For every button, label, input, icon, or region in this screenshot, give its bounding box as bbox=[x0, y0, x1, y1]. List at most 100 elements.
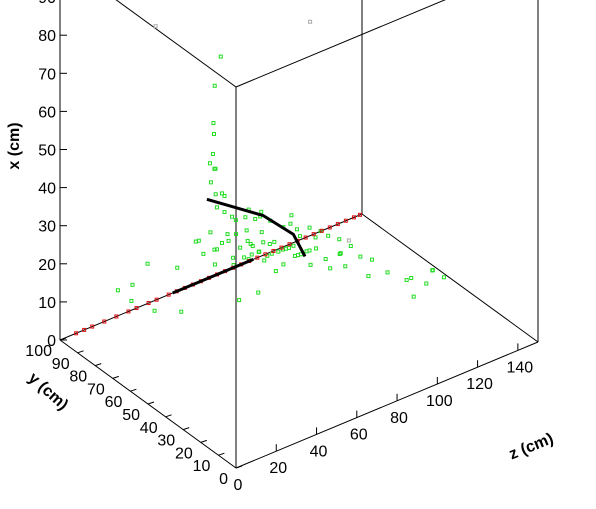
scatter-point bbox=[212, 247, 217, 252]
scatter-point bbox=[193, 239, 198, 244]
scatter-point bbox=[213, 192, 218, 197]
x-axis-title: x (cm) bbox=[6, 122, 23, 169]
scatter-point bbox=[253, 216, 258, 221]
scatter-point bbox=[262, 258, 267, 263]
scatter-point bbox=[276, 249, 281, 254]
scatter-point bbox=[126, 309, 131, 314]
scatter-point bbox=[231, 255, 236, 260]
scatter-point bbox=[166, 292, 171, 297]
scatter-point bbox=[146, 301, 151, 306]
data-points bbox=[74, 19, 446, 336]
scatter-point bbox=[225, 232, 230, 237]
y-tick bbox=[165, 414, 172, 418]
box-edge bbox=[361, 213, 539, 343]
scatter-point bbox=[222, 193, 227, 198]
scatter-point bbox=[430, 268, 435, 273]
scatter-point bbox=[311, 232, 316, 237]
scatter-point bbox=[152, 308, 157, 313]
track-lines bbox=[172, 197, 307, 295]
scatter-point bbox=[179, 309, 184, 314]
y-tick bbox=[235, 465, 243, 469]
y-tick bbox=[147, 401, 155, 405]
scatter-point bbox=[273, 269, 278, 274]
scatter-point bbox=[220, 240, 224, 245]
scatter-point bbox=[319, 228, 324, 233]
scatter-point bbox=[154, 297, 159, 302]
scatter-point bbox=[212, 166, 217, 171]
scatter-point bbox=[130, 282, 135, 287]
scatter-point bbox=[250, 244, 255, 249]
scatter-point bbox=[307, 225, 312, 230]
scatter-point bbox=[230, 214, 235, 219]
scatter-point bbox=[115, 288, 120, 293]
scatter-point bbox=[82, 327, 87, 332]
z-tick-label: 100 bbox=[426, 393, 453, 410]
scatter-point bbox=[261, 240, 266, 245]
scatter-point bbox=[337, 237, 342, 242]
axis-ticks bbox=[59, 34, 519, 469]
track-line bbox=[172, 258, 254, 295]
y-tick bbox=[200, 439, 207, 443]
scatter-point bbox=[328, 266, 333, 271]
x-tick-label: 80 bbox=[38, 28, 56, 45]
scatter-point bbox=[259, 209, 264, 214]
x-tick-label: 10 bbox=[38, 295, 56, 312]
x-tick-label: 60 bbox=[38, 104, 56, 121]
scatter-point bbox=[212, 83, 217, 88]
scatter-point bbox=[226, 238, 231, 243]
x-tick-label: 70 bbox=[38, 66, 56, 83]
y-tick-label: 0 bbox=[219, 471, 228, 488]
scatter-point bbox=[294, 227, 299, 232]
y-tick bbox=[218, 452, 225, 456]
scatter-point bbox=[243, 215, 248, 220]
scatter-point bbox=[214, 205, 219, 210]
scatter-point bbox=[175, 265, 180, 270]
scatter-point bbox=[287, 242, 292, 247]
scatter-point bbox=[346, 238, 351, 243]
scatter-point bbox=[409, 275, 414, 280]
scatter-point bbox=[220, 191, 224, 196]
y-tick-label: 70 bbox=[87, 381, 105, 398]
scatter-point bbox=[267, 242, 272, 247]
scatter-point bbox=[272, 239, 277, 244]
scatter-point bbox=[201, 251, 206, 256]
scatter-point bbox=[259, 230, 264, 235]
y-axis-title: y (cm) bbox=[25, 370, 71, 414]
scatter-point bbox=[222, 210, 227, 215]
scatter-point bbox=[102, 319, 107, 324]
y-tick-label: 10 bbox=[193, 458, 211, 475]
y-tick bbox=[59, 337, 67, 341]
scatter-point bbox=[326, 233, 331, 238]
z-tick-label: 80 bbox=[390, 410, 408, 427]
scatter-point bbox=[212, 262, 217, 267]
scatter-point bbox=[288, 221, 293, 226]
scatter-point bbox=[244, 228, 249, 233]
scatter-point bbox=[207, 161, 212, 166]
scatter-point bbox=[257, 249, 262, 254]
scatter-point bbox=[357, 212, 362, 217]
scatter-point bbox=[234, 232, 239, 237]
scatter-point bbox=[404, 278, 409, 283]
z-tick-label: 60 bbox=[350, 427, 368, 444]
scatter-point bbox=[271, 248, 276, 253]
z-tick-label: 120 bbox=[466, 376, 493, 393]
scatter-point bbox=[323, 257, 328, 262]
scatter-point bbox=[208, 180, 213, 185]
scatter-point bbox=[129, 298, 134, 303]
scatter-point bbox=[74, 331, 79, 336]
scatter-point bbox=[255, 255, 260, 260]
y-tick-label: 50 bbox=[122, 407, 140, 424]
box-edge bbox=[115, 0, 237, 88]
scatter-point bbox=[308, 19, 313, 24]
scatter-point bbox=[153, 24, 158, 29]
scatter-point bbox=[304, 249, 309, 254]
box-frame bbox=[59, 0, 539, 469]
tick-labels: 0102030405060708090100010203040506070809… bbox=[25, 0, 533, 494]
scatter-point bbox=[369, 257, 374, 262]
scatter-point bbox=[303, 235, 308, 240]
scatter-point bbox=[289, 213, 294, 218]
y-tick-label: 40 bbox=[140, 420, 158, 437]
y-tick-label: 30 bbox=[157, 433, 175, 450]
z-tick-label: 140 bbox=[507, 359, 534, 376]
